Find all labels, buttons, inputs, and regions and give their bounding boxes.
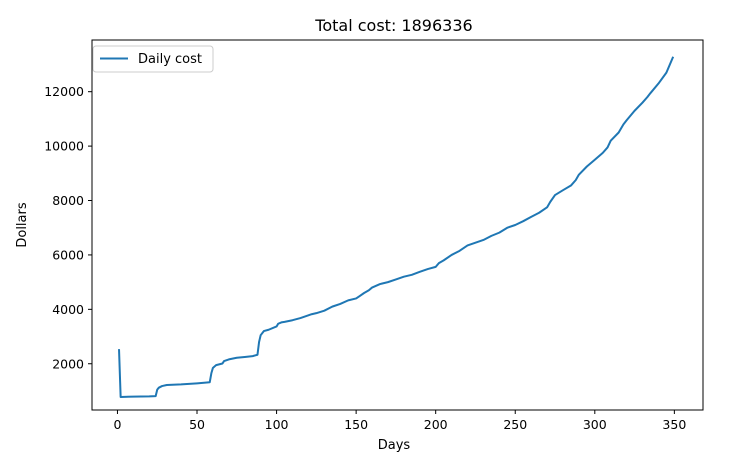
series-line-daily-cost <box>118 56 675 398</box>
y-tick-label: 6000 <box>52 247 84 262</box>
y-tick-label: 12000 <box>44 84 84 99</box>
y-tick-label: 2000 <box>52 356 84 371</box>
legend: Daily cost <box>92 45 214 73</box>
chart-title: Total cost: 1896336 <box>314 16 472 35</box>
y-tick-label: 4000 <box>52 302 84 317</box>
x-tick-label: 300 <box>583 417 607 432</box>
legend-box <box>92 45 214 73</box>
x-tick-label: 250 <box>503 417 527 432</box>
plot-area <box>91 39 704 411</box>
x-axis-label: Days <box>378 438 411 453</box>
y-tick-label: 10000 <box>44 139 84 154</box>
x-tick-label: 350 <box>662 417 686 432</box>
x-tick-label: 50 <box>189 417 205 432</box>
legend-label-daily-cost: Daily cost <box>138 52 202 67</box>
y-axis-label: Dollars <box>15 202 30 247</box>
y-axis: 2000 4000 6000 8000 10000 12000 <box>44 84 92 371</box>
x-tick-label: 0 <box>113 417 121 432</box>
y-tick-label: 8000 <box>52 193 84 208</box>
x-axis: 0 50 100 150 200 250 300 350 <box>113 410 686 432</box>
plot-frame <box>91 39 704 411</box>
series-layer <box>118 56 675 398</box>
x-tick-label: 150 <box>344 417 368 432</box>
x-tick-label: 100 <box>265 417 289 432</box>
x-tick-label: 200 <box>424 417 448 432</box>
